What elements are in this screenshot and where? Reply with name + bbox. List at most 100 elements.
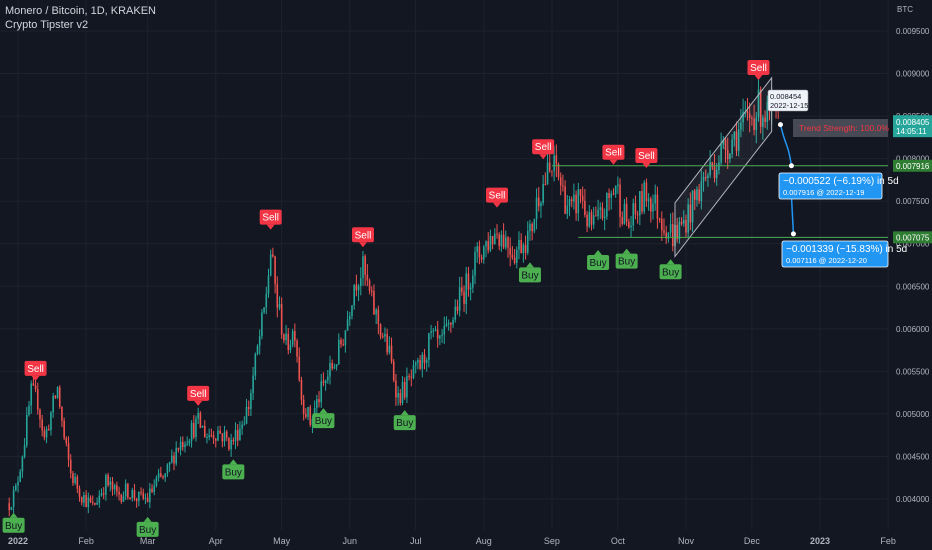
candle[interactable]: [43, 426, 46, 441]
buy-signal[interactable]: Buy: [2, 512, 25, 533]
candle[interactable]: [417, 357, 419, 370]
candle[interactable]: [414, 360, 417, 374]
candle[interactable]: [342, 338, 344, 347]
candle[interactable]: [485, 240, 487, 258]
candle[interactable]: [467, 266, 470, 297]
candle[interactable]: [221, 433, 224, 448]
candle[interactable]: [654, 184, 657, 211]
candle[interactable]: [300, 376, 303, 406]
candle[interactable]: [766, 95, 769, 130]
candle[interactable]: [23, 438, 26, 459]
candle[interactable]: [628, 218, 630, 229]
candle[interactable]: [575, 190, 577, 221]
candle[interactable]: [472, 269, 474, 294]
candle[interactable]: [740, 108, 742, 138]
candle[interactable]: [10, 506, 13, 511]
candle[interactable]: [188, 438, 191, 447]
candle[interactable]: [105, 473, 107, 501]
candle[interactable]: [153, 479, 156, 496]
candle[interactable]: [419, 354, 421, 371]
candle[interactable]: [258, 329, 261, 355]
candle[interactable]: [682, 210, 685, 227]
candle[interactable]: [17, 476, 19, 493]
candle[interactable]: [107, 472, 109, 488]
candle[interactable]: [535, 188, 538, 230]
candle[interactable]: [709, 150, 711, 178]
candle[interactable]: [566, 194, 569, 219]
candle[interactable]: [384, 327, 386, 342]
candle[interactable]: [496, 224, 498, 239]
candle[interactable]: [89, 495, 92, 504]
candle[interactable]: [351, 304, 353, 320]
candle[interactable]: [65, 436, 68, 447]
candle[interactable]: [50, 411, 52, 436]
candle[interactable]: [491, 235, 494, 250]
candle[interactable]: [700, 169, 703, 210]
candle[interactable]: [608, 188, 610, 211]
candle[interactable]: [250, 389, 252, 416]
candle[interactable]: [533, 218, 536, 234]
candle[interactable]: [318, 391, 320, 408]
buy-signal[interactable]: Buy: [312, 408, 335, 429]
candle[interactable]: [551, 170, 553, 177]
candle[interactable]: [280, 297, 283, 339]
candle[interactable]: [722, 136, 725, 150]
candle[interactable]: [564, 180, 566, 215]
candle[interactable]: [58, 385, 61, 409]
candle[interactable]: [729, 153, 731, 164]
candle[interactable]: [331, 359, 334, 371]
candle[interactable]: [298, 347, 301, 382]
candle[interactable]: [203, 420, 206, 438]
candle[interactable]: [504, 230, 507, 250]
candle[interactable]: [669, 213, 672, 237]
candle[interactable]: [617, 176, 619, 194]
candle[interactable]: [502, 223, 505, 250]
candle[interactable]: [696, 186, 698, 207]
candle[interactable]: [408, 373, 410, 381]
candle[interactable]: [520, 233, 522, 254]
candle[interactable]: [529, 219, 531, 241]
candle[interactable]: [410, 369, 413, 387]
candle[interactable]: [707, 172, 709, 187]
candle[interactable]: [592, 207, 595, 229]
candle[interactable]: [678, 217, 681, 244]
sell-signal[interactable]: Sell: [635, 148, 658, 169]
candle[interactable]: [208, 428, 210, 441]
candle[interactable]: [425, 357, 428, 372]
candle[interactable]: [647, 193, 650, 211]
candle[interactable]: [570, 196, 573, 208]
candle[interactable]: [559, 172, 562, 196]
candle[interactable]: [634, 195, 637, 220]
candle[interactable]: [135, 497, 138, 508]
candle[interactable]: [421, 351, 424, 378]
candle[interactable]: [278, 296, 281, 311]
candle[interactable]: [118, 486, 120, 501]
candle[interactable]: [645, 178, 648, 207]
candle[interactable]: [131, 487, 134, 502]
candle[interactable]: [28, 400, 30, 417]
candle[interactable]: [269, 249, 272, 277]
candle[interactable]: [759, 86, 762, 134]
candle[interactable]: [403, 377, 406, 400]
time-axis[interactable]: 2022 Feb Mar Apr May Jun Jul Aug Sep Oct Nov Dec 202…: [8, 536, 896, 546]
sell-signal[interactable]: Sell: [747, 59, 770, 80]
candle[interactable]: [639, 191, 641, 226]
buy-signal[interactable]: Buy: [222, 459, 245, 480]
candle[interactable]: [173, 451, 175, 471]
candle[interactable]: [685, 214, 687, 237]
candle[interactable]: [210, 428, 213, 438]
candle[interactable]: [195, 415, 197, 442]
candle[interactable]: [731, 134, 733, 158]
candle[interactable]: [8, 497, 11, 517]
level-high-badge[interactable]: 0.007916: [893, 159, 932, 172]
candle[interactable]: [91, 495, 94, 506]
candle[interactable]: [465, 266, 468, 315]
candle[interactable]: [443, 316, 446, 344]
candle[interactable]: [113, 483, 116, 495]
candle[interactable]: [15, 483, 17, 492]
candle[interactable]: [718, 155, 720, 175]
candle[interactable]: [650, 196, 652, 223]
candle[interactable]: [436, 320, 439, 348]
candle[interactable]: [373, 284, 375, 315]
